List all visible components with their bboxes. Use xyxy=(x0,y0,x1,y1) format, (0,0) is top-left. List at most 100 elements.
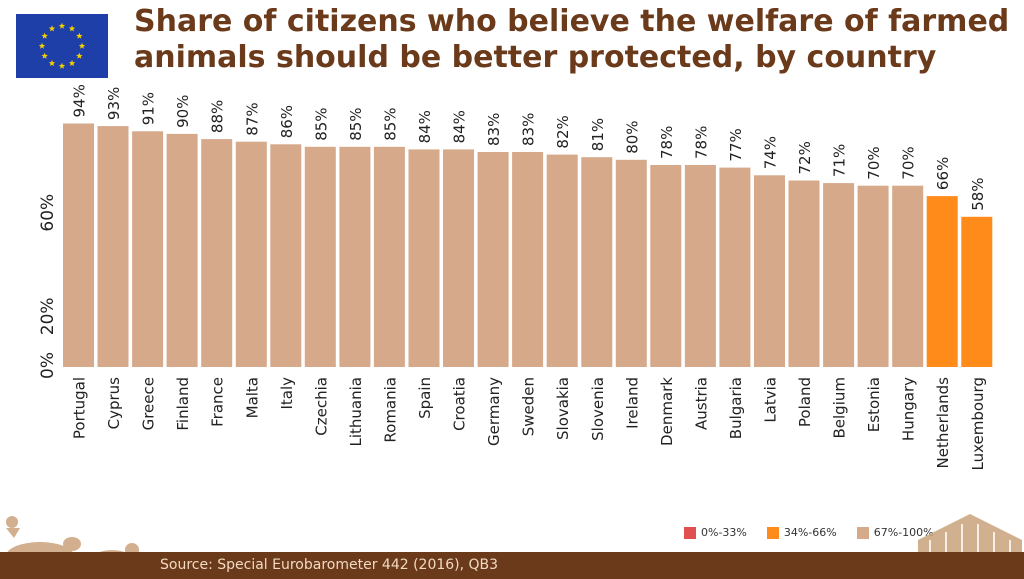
bar-value-label: 70% xyxy=(865,146,883,179)
y-tick-label: 60% xyxy=(38,194,58,232)
bar xyxy=(443,149,474,367)
flag-star xyxy=(78,42,86,49)
x-tick-label: Belgium xyxy=(831,377,849,439)
bar xyxy=(615,159,647,367)
bar xyxy=(754,175,785,367)
bar xyxy=(304,146,336,367)
bar-value-label: 78% xyxy=(658,126,676,159)
y-tick-label: 20% xyxy=(38,297,58,335)
bar xyxy=(926,196,958,367)
bar xyxy=(339,146,371,367)
flag-star xyxy=(41,32,48,39)
bar-value-label: 66% xyxy=(934,157,952,190)
bar xyxy=(477,152,509,367)
bar-value-label: 58% xyxy=(969,177,987,210)
bar xyxy=(512,152,544,367)
x-tick-label: Hungary xyxy=(900,377,918,441)
x-axis-labels: Portugal Cyprus Greece Finland France Malta It… xyxy=(71,377,987,471)
y-axis: 0% 20% 60% xyxy=(38,194,58,379)
bar xyxy=(201,139,233,367)
x-tick-label: Spain xyxy=(416,377,434,419)
bar-value-label: 84% xyxy=(416,110,434,143)
flag-star xyxy=(68,59,76,67)
bar-value-label: 87% xyxy=(243,102,261,135)
bar-value-label: 86% xyxy=(278,105,296,138)
bar-value-label: 82% xyxy=(554,115,572,148)
bar-value-label: 93% xyxy=(105,87,123,120)
bar xyxy=(788,180,820,367)
flag-star xyxy=(48,59,56,67)
x-tick-label: Germany xyxy=(485,377,503,446)
legend-item: 34%-66% xyxy=(766,526,837,539)
bar-value-label: 83% xyxy=(520,113,538,146)
x-tick-label: Czechia xyxy=(312,377,330,436)
x-tick-label: Italy xyxy=(278,377,296,410)
legend: 0%-33% 34%-66% 67%-100% xyxy=(684,526,934,539)
y-tick-label: 0% xyxy=(38,352,58,379)
bar xyxy=(892,185,924,367)
x-tick-label: France xyxy=(209,377,227,427)
bar xyxy=(408,149,440,367)
x-tick-label: Slovenia xyxy=(589,377,607,441)
bar xyxy=(166,133,198,367)
bar-value-label: 74% xyxy=(762,136,780,169)
bar-value-label: 84% xyxy=(451,110,469,143)
x-tick-label: Romania xyxy=(381,377,399,443)
bar xyxy=(132,131,164,367)
bar-value-label: 91% xyxy=(140,92,158,125)
bar-value-label: 85% xyxy=(312,107,330,140)
x-tick-label: Estonia xyxy=(865,377,883,432)
bar xyxy=(581,157,613,367)
bar xyxy=(857,185,889,367)
x-tick-label: Netherlands xyxy=(934,377,952,469)
flag-star xyxy=(58,62,66,69)
bar-value-label: 90% xyxy=(174,95,192,128)
x-tick-label: Ireland xyxy=(623,377,641,429)
legend-swatch-high xyxy=(856,526,869,539)
legend-label: 0%-33% xyxy=(701,526,747,539)
x-tick-label: Malta xyxy=(243,377,261,418)
bar-value-label: 71% xyxy=(831,144,849,177)
bar xyxy=(235,141,267,367)
bar-value-label: 70% xyxy=(900,146,918,179)
bar-value-label: 88% xyxy=(209,100,227,133)
flag-star xyxy=(41,52,48,59)
footer-bar xyxy=(0,552,1024,579)
x-tick-label: Greece xyxy=(140,377,158,430)
bar xyxy=(650,165,682,367)
bar xyxy=(719,167,751,367)
bar xyxy=(97,126,129,367)
legend-swatch-mid xyxy=(766,526,779,539)
value-labels: 94% 93% 91% 90% 88% 87% 86% 85% 85% 85% 84% 84% 83% 8… xyxy=(71,84,987,211)
x-tick-label: Slovakia xyxy=(554,377,572,440)
x-tick-label: Lithuania xyxy=(347,377,365,446)
bar-value-label: 78% xyxy=(692,126,710,159)
bar xyxy=(823,183,855,367)
flag-star xyxy=(76,32,83,39)
x-tick-label: Poland xyxy=(796,377,814,427)
legend-item: 0%-33% xyxy=(684,526,747,539)
x-tick-label: Austria xyxy=(692,377,710,430)
legend-item: 67%-100% xyxy=(856,526,934,539)
flag-star xyxy=(76,52,83,59)
bar-value-label: 85% xyxy=(381,107,399,140)
flag-star xyxy=(48,25,56,32)
bar-value-label: 81% xyxy=(589,118,607,151)
bar xyxy=(373,146,405,367)
chart-title: Share of citizens who believe the welfar… xyxy=(134,4,1010,75)
x-tick-label: Bulgaria xyxy=(727,377,745,439)
x-tick-label: Sweden xyxy=(520,377,538,436)
flag-star xyxy=(68,25,76,32)
x-tick-label: Croatia xyxy=(451,377,469,431)
x-tick-label: Cyprus xyxy=(105,377,123,430)
x-tick-label: Luxembourg xyxy=(969,377,987,471)
bar xyxy=(546,154,578,367)
bar-value-label: 94% xyxy=(71,84,89,117)
bar xyxy=(961,216,993,367)
flag-star xyxy=(38,42,46,49)
flag-star xyxy=(58,22,66,29)
source-note: Source: Special Eurobarometer 442 (2016)… xyxy=(160,557,499,573)
bar xyxy=(684,165,716,367)
legend-label: 67%-100% xyxy=(873,526,934,539)
